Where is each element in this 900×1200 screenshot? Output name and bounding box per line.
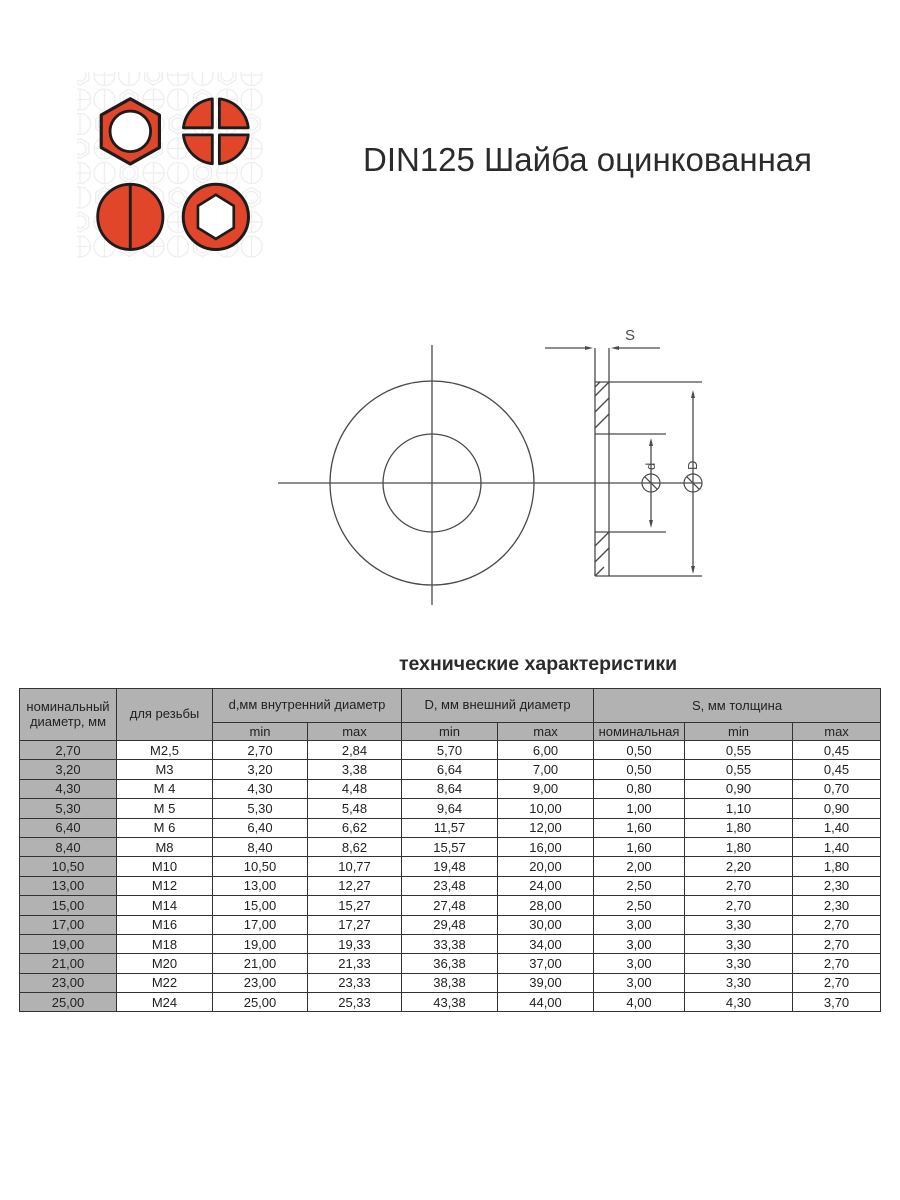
svg-text:S: S (625, 327, 635, 344)
svg-text:D: D (685, 461, 700, 470)
svg-text:d: d (643, 463, 658, 470)
